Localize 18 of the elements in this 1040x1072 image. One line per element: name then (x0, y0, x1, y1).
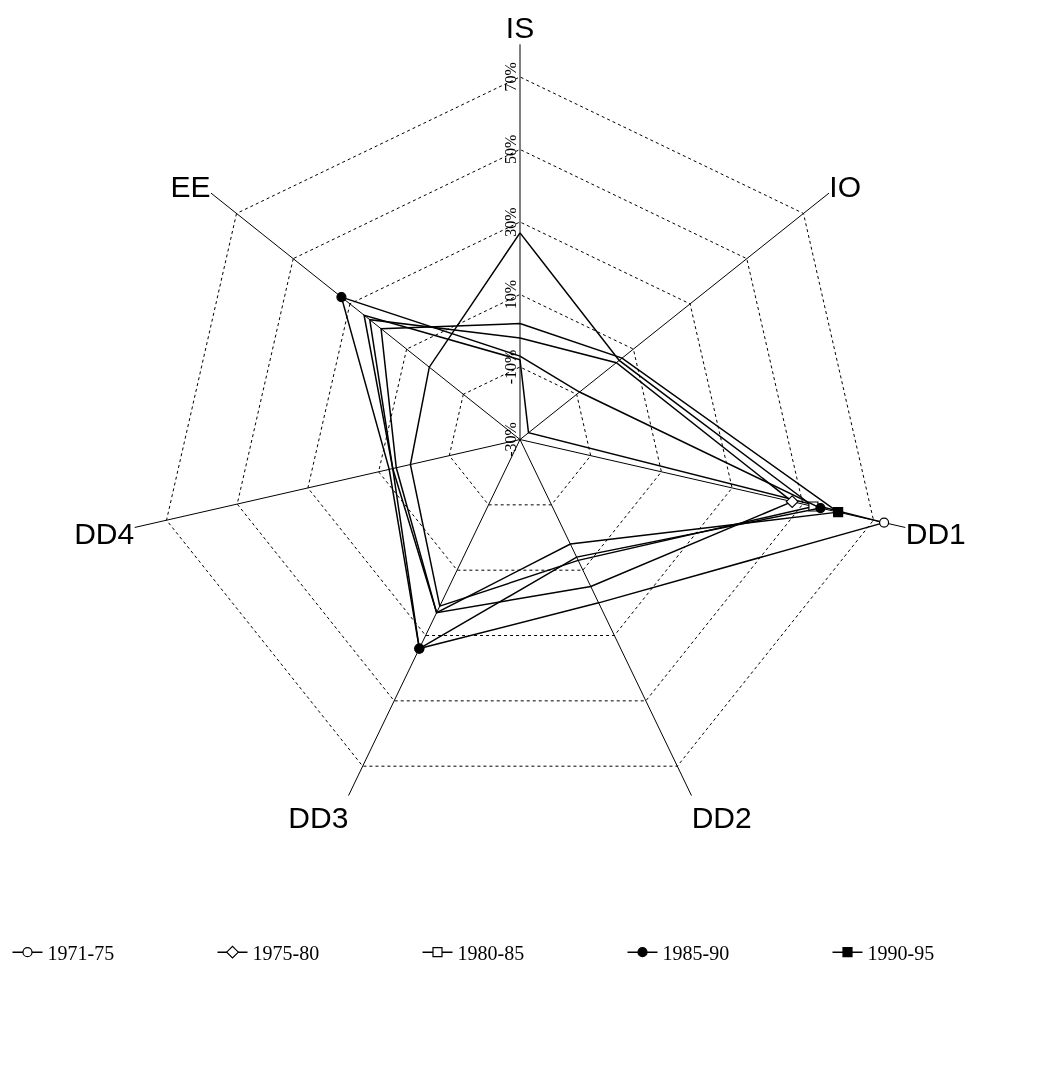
spoke-label: DD3 (288, 800, 349, 834)
y-tick-label: 10% (502, 279, 520, 310)
spoke-label: DD4 (74, 517, 135, 551)
y-tick-label: 30% (502, 207, 520, 237)
y-tick-label: -10% (502, 349, 520, 385)
spoke-label: IO (829, 170, 862, 204)
legend-label: 1980-85 (457, 941, 525, 964)
legend-label: 1975-80 (252, 941, 320, 964)
spoke-label: DD2 (691, 800, 752, 834)
legend-label: 1971-75 (47, 941, 115, 964)
spoke-label: DD1 (905, 517, 966, 551)
legend-label: 1985-90 (662, 941, 730, 964)
y-tick-label: 70% (502, 62, 520, 92)
y-tick-label: -30% (502, 422, 520, 457)
legend-label: 1990-95 (867, 941, 935, 964)
y-tick-label: 50% (502, 134, 520, 165)
spoke-label: IS (505, 10, 535, 44)
spoke-label: EE (170, 170, 211, 204)
